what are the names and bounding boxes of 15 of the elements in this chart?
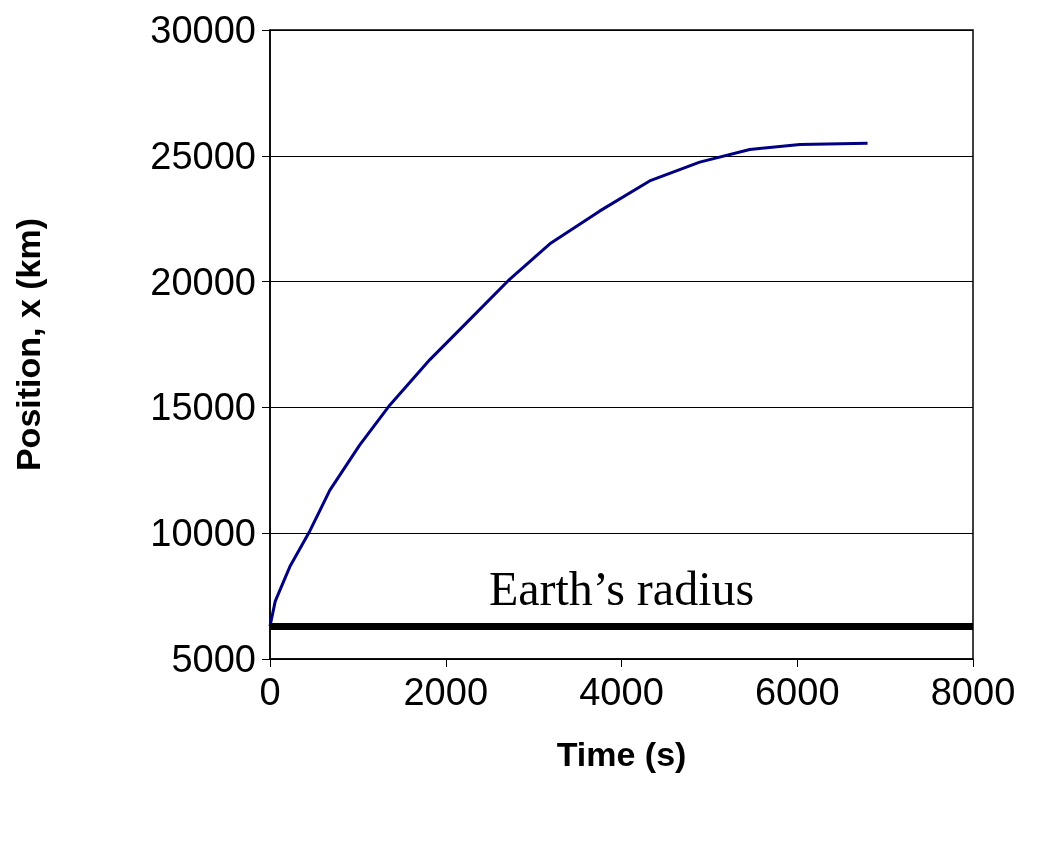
x-tick-label: 0 — [259, 671, 281, 713]
line-series — [268, 141, 870, 628]
y-tick-label: 10000 — [150, 512, 256, 555]
x-tick-label: 2000 — [403, 671, 489, 713]
x-tick-label: 8000 — [930, 671, 1016, 713]
y-tick-label: 20000 — [150, 260, 256, 303]
y-tick-label: 5000 — [171, 638, 256, 680]
y-tick-label: 25000 — [150, 134, 256, 177]
y-tick-label: 30000 — [150, 9, 256, 51]
x-tick-label: 4000 — [579, 671, 664, 713]
x-tick-label: 6000 — [754, 671, 840, 713]
y-axis-title: Position, x (km) — [9, 217, 47, 472]
y-tick-label: 15000 — [150, 386, 256, 429]
x-axis-title: Time (s) — [556, 735, 687, 773]
ref-line-label: Earth’s radius — [488, 561, 755, 615]
